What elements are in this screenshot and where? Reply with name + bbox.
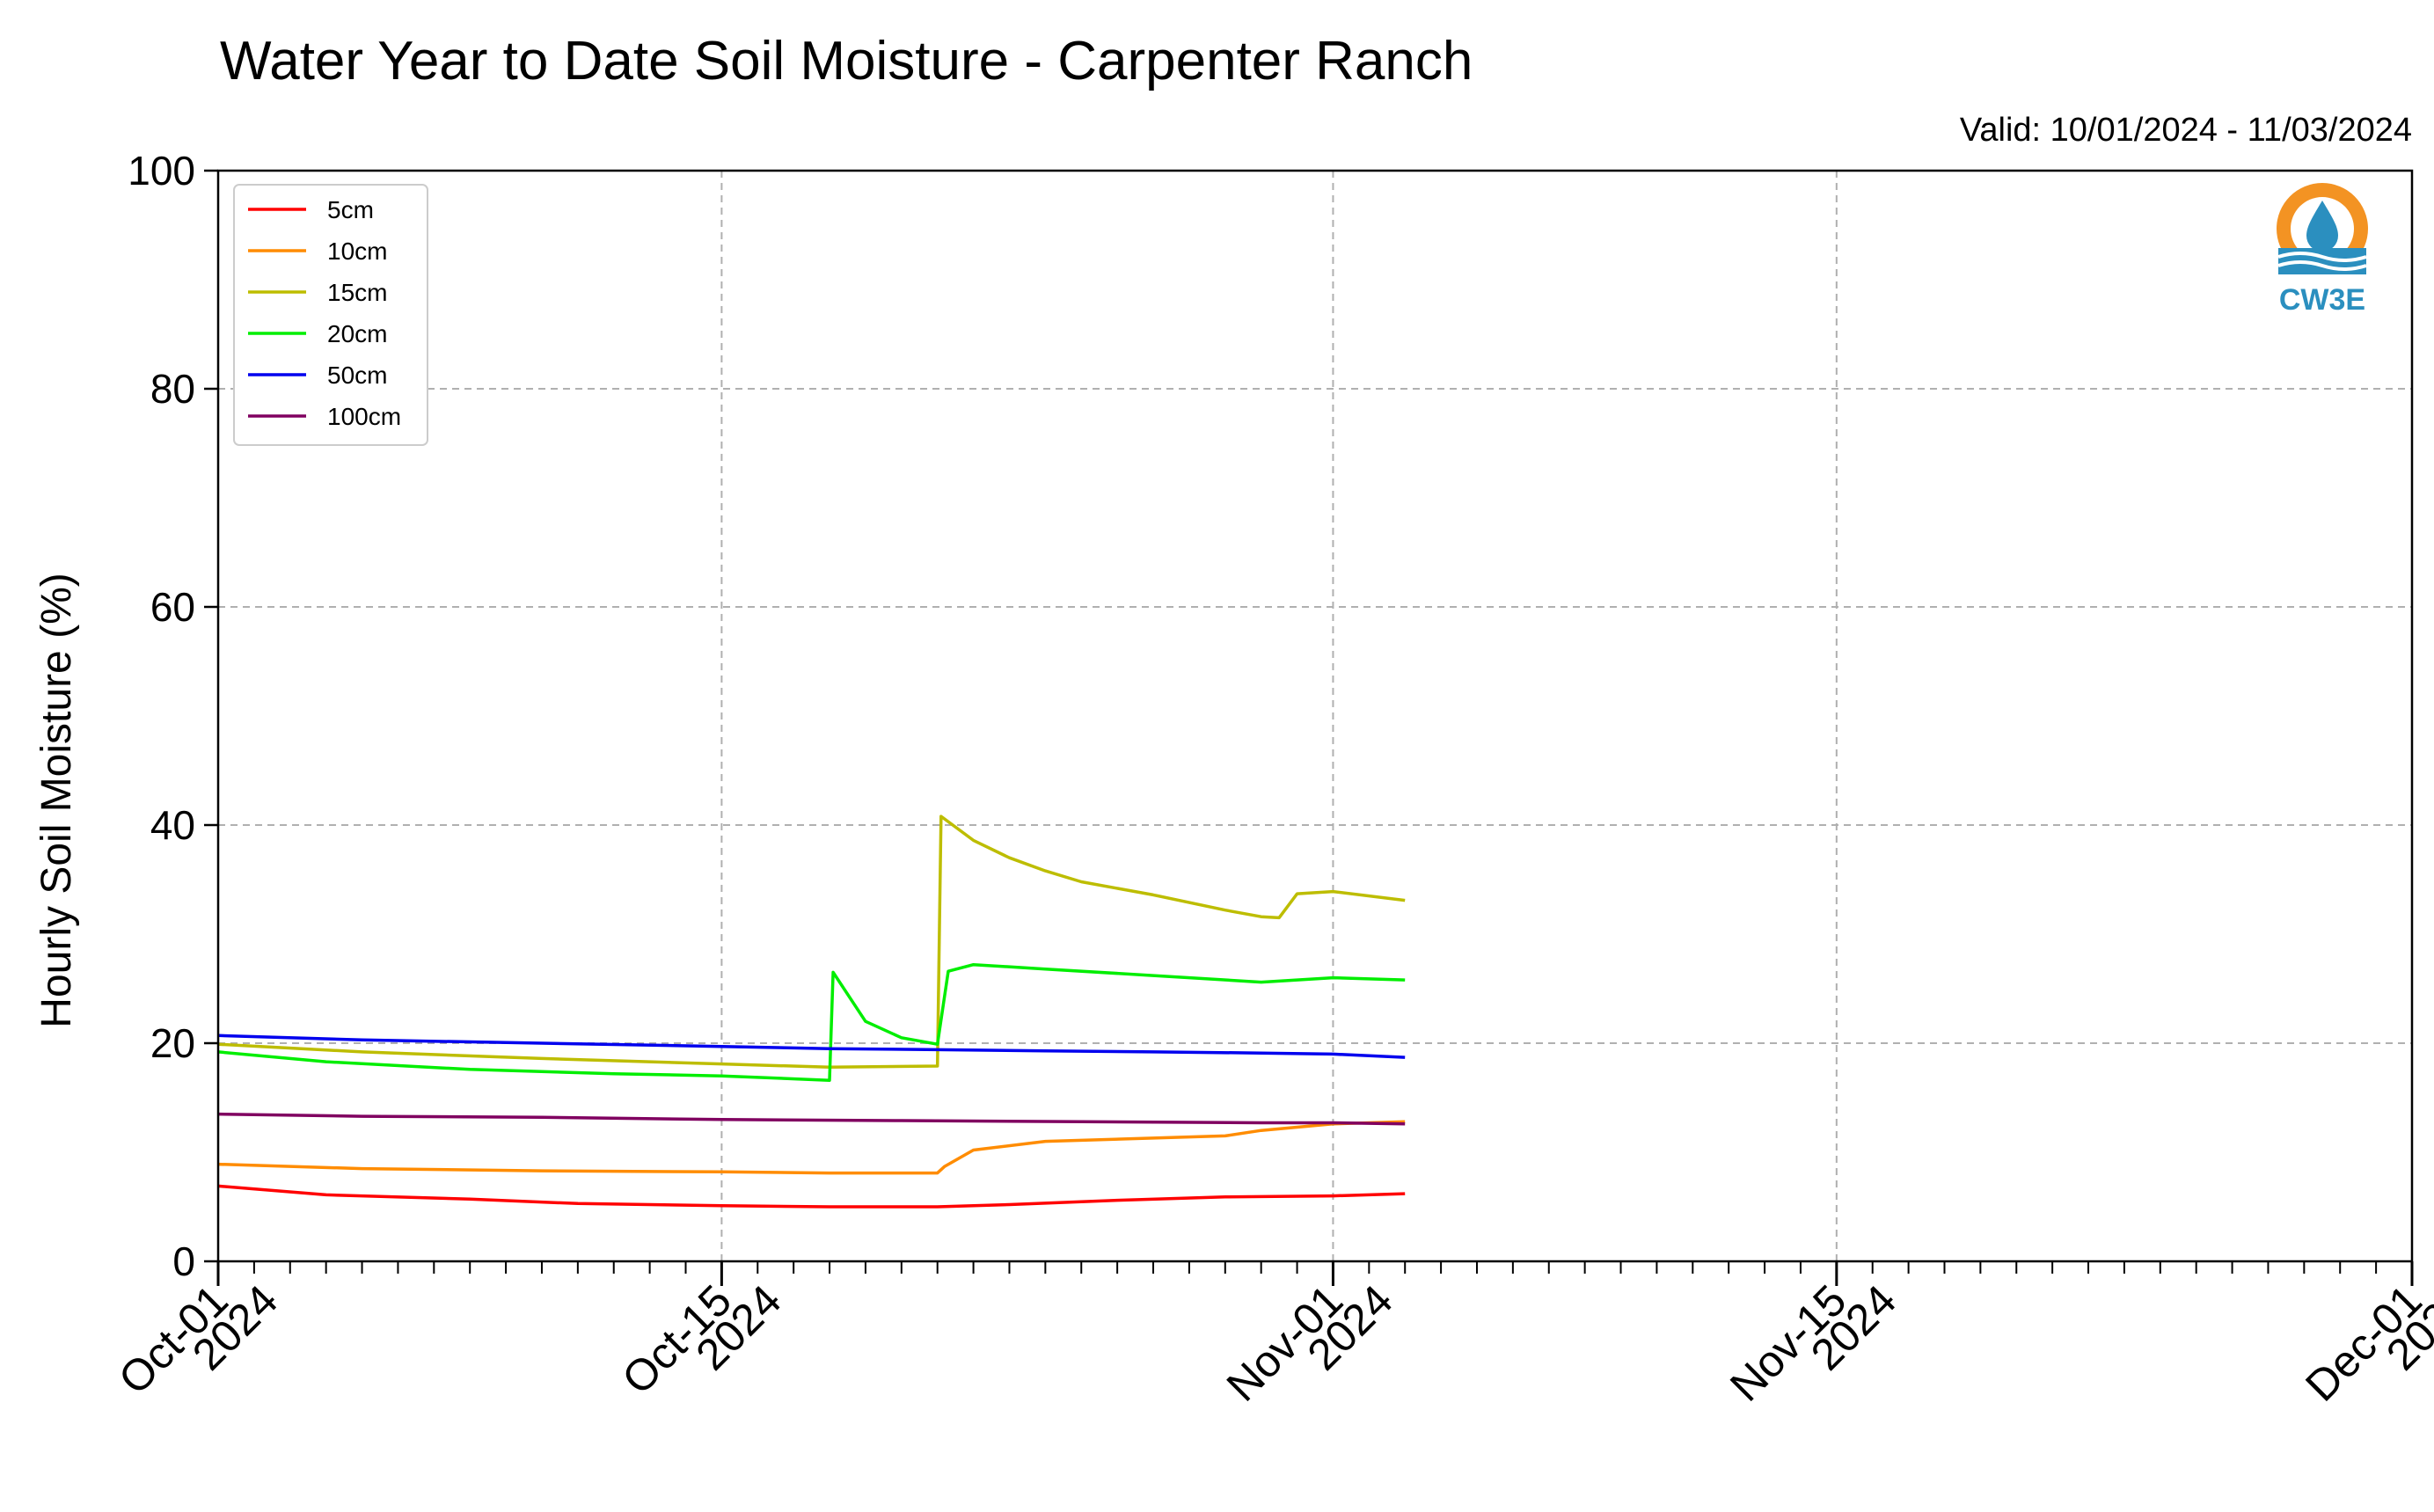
series-line-15cm bbox=[217, 814, 1406, 1070]
chart-subtitle: Valid: 10/01/2024 - 11/03/2024 bbox=[1960, 112, 2412, 149]
y-axis-label: Hourly Soil Moisture (%) bbox=[33, 573, 80, 1027]
y-tick-label: 100 bbox=[128, 148, 195, 194]
y-tick-label: 80 bbox=[150, 366, 195, 412]
series-lines bbox=[217, 814, 1406, 1209]
series-line-50cm bbox=[217, 1034, 1406, 1059]
legend-label: 5cm bbox=[327, 196, 374, 223]
legend-label: 50cm bbox=[327, 362, 387, 389]
legend-label: 20cm bbox=[327, 320, 387, 347]
logo-drop-icon bbox=[2306, 201, 2338, 252]
chart-title: Water Year to Date Soil Moisture - Carpe… bbox=[220, 31, 1473, 91]
series-line-5cm bbox=[217, 1184, 1406, 1209]
series-line-100cm bbox=[217, 1112, 1406, 1126]
legend-label: 100cm bbox=[327, 403, 401, 430]
series-line-10cm bbox=[217, 1120, 1406, 1175]
y-tick-label: 60 bbox=[150, 584, 195, 630]
plot-frame bbox=[216, 169, 2414, 1263]
legend-label: 10cm bbox=[327, 237, 387, 265]
y-tick-label: 0 bbox=[172, 1238, 195, 1284]
y-tick-label: 20 bbox=[150, 1020, 195, 1066]
legend-label: 15cm bbox=[327, 279, 387, 306]
y-tick-label: 40 bbox=[150, 802, 195, 848]
cw3e-logo: CW3E bbox=[2277, 183, 2368, 317]
series-line-20cm bbox=[217, 962, 1406, 1082]
logo-text: CW3E bbox=[2279, 283, 2365, 317]
legend: 5cm 10cm 15cm 20cm 50cm 100cm bbox=[233, 184, 428, 446]
